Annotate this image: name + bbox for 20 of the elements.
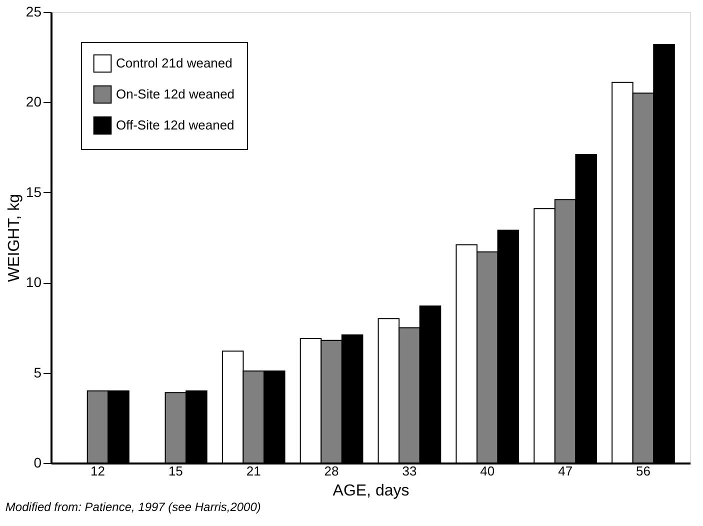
legend-label: Control 21d weaned <box>116 56 232 70</box>
x-tick-label: 56 <box>636 464 650 478</box>
legend-label: On-Site 12d weaned <box>116 86 235 102</box>
x-axis-title: AGE, days <box>332 482 410 500</box>
y-tick-label: 5 <box>34 364 42 380</box>
text: Modified from: Patience, 1997 (see Harris,2000) <box>5 500 261 514</box>
x-tick-label: 28 <box>324 464 339 478</box>
x-tick-label: 15 <box>168 464 183 478</box>
x-tick-label: 12 <box>90 464 105 478</box>
y-tick-label: 10 <box>26 274 42 290</box>
y-tick-label: 20 <box>26 94 42 110</box>
x-tick-label: 47 <box>558 464 573 478</box>
legend-label: Off-Site 12d weaned <box>116 118 234 132</box>
y-tick-label: 25 <box>26 4 42 20</box>
y-tick-label: 0 <box>34 454 42 470</box>
x-tick-label: 40 <box>480 464 495 478</box>
y-tick-label: 15 <box>26 184 42 200</box>
x-tick-label: 21 <box>246 464 261 478</box>
x-tick-label: 33 <box>402 464 417 478</box>
y-axis-title: WEIGHT, kg <box>6 194 23 282</box>
